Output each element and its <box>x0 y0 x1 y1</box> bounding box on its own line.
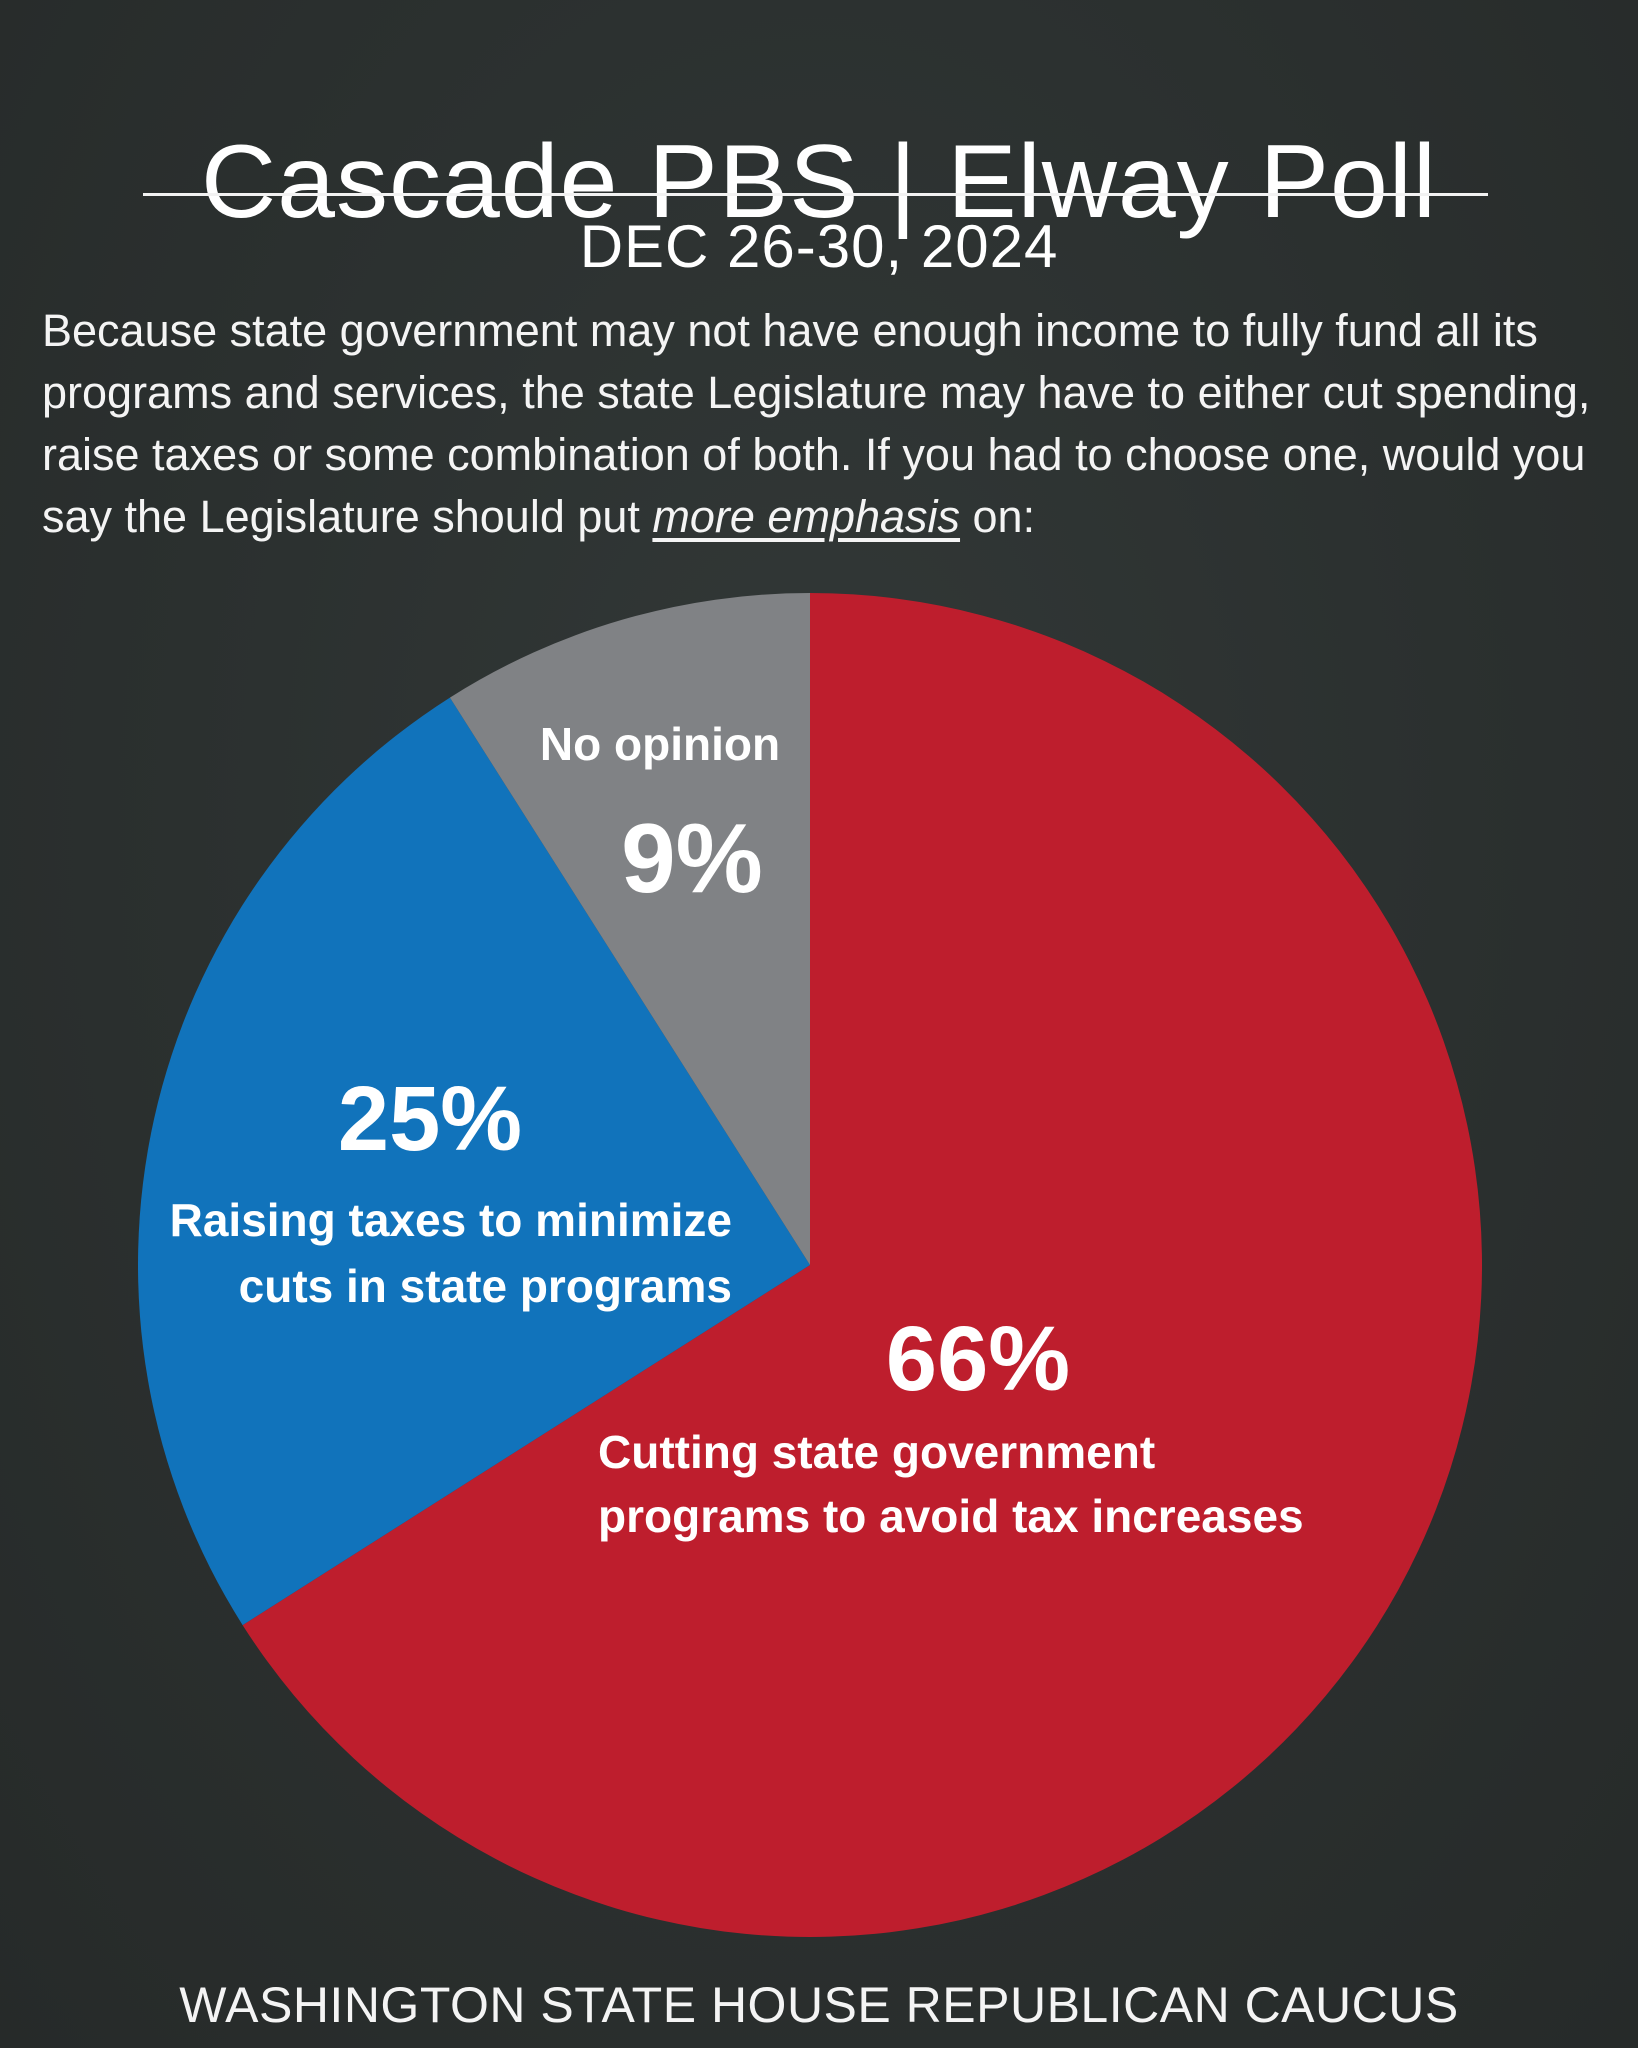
question-emphasis: more emphasis <box>652 491 961 542</box>
slice-value-cutting: 66% <box>886 1308 1070 1410</box>
question-text-after: on: <box>960 491 1036 542</box>
page-title: Cascade PBS | Elway Poll <box>201 123 1437 240</box>
poll-question: Because state government may not have en… <box>42 300 1612 548</box>
slice-label-cutting-line1: Cutting state government <box>598 1426 1155 1478</box>
poll-date: DEC 26-30, 2024 <box>579 213 1059 280</box>
footer-credit: WASHINGTON STATE HOUSE REPUBLICAN CAUCUS <box>179 1977 1459 2033</box>
pie-slice-raising <box>138 697 811 1626</box>
slice-label-cutting-line2: programs to avoid tax increases <box>598 1490 1304 1542</box>
slice-label-raising-line2: cuts in state programs <box>239 1260 732 1312</box>
question-text-before: Because state government may not have en… <box>42 305 1591 542</box>
title-divider <box>143 193 1488 196</box>
pie-slice-no-opinion <box>449 593 810 1265</box>
slice-value-raising: 25% <box>338 1068 522 1170</box>
pie-slices <box>138 593 1483 1938</box>
pie-slice-cutting <box>242 593 1483 1938</box>
slice-label-raising-line1: Raising taxes to minimize <box>170 1194 732 1246</box>
slice-label-no-opinion: No opinion <box>540 718 780 770</box>
slice-value-no-opinion: 9% <box>621 803 763 913</box>
